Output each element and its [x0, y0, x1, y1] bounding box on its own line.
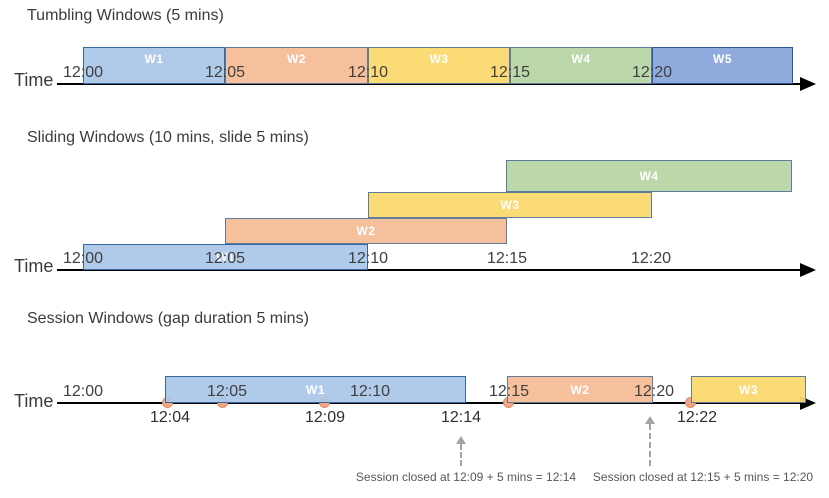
tumbling-tick-1205: 12:05	[204, 64, 246, 81]
sliding-window-w2: W2	[225, 218, 507, 244]
tumbling-window-w3: W3	[368, 47, 510, 84]
session-axis-label: Time	[14, 391, 54, 411]
sliding-axis-label: Time	[14, 256, 54, 276]
window-label: W4	[639, 169, 659, 183]
session-axis-line	[57, 402, 801, 404]
session-section-title: Session Windows (gap duration 5 mins)	[27, 310, 309, 327]
tumbling-axis-line	[57, 83, 801, 85]
window-label: W3	[739, 382, 758, 397]
window-label: W4	[571, 52, 591, 66]
sliding-tick-1220: 12:20	[630, 250, 672, 267]
session-closed-annotation-2: Session closed at 12:15 + 5 mins = 12:20	[592, 470, 814, 484]
sliding-section-title: Sliding Windows (10 mins, slide 5 mins)	[27, 129, 309, 146]
session-closed-annotation-1: Session closed at 12:09 + 5 mins = 12:14	[355, 470, 577, 484]
sliding-axis-arrow-icon	[800, 263, 816, 277]
tumbling-tick-1220: 12:20	[631, 64, 673, 81]
tumbling-tick-1210: 12:10	[347, 64, 389, 81]
event-time-1214: 12:14	[440, 409, 482, 426]
event-time-1222: 12:22	[676, 409, 718, 426]
window-label: W2	[287, 52, 306, 66]
window-label: W2	[356, 224, 376, 238]
window-label: W1	[306, 382, 325, 397]
event-time-1209: 12:09	[304, 409, 346, 426]
tumbling-axis-arrow-icon	[800, 77, 816, 91]
tumbling-axis-label: Time	[14, 70, 54, 90]
window-label: W3	[500, 198, 520, 212]
window-label: W1	[216, 250, 235, 264]
sliding-tick-1200: 12:00	[62, 250, 104, 267]
tumbling-tick-1200: 12:00	[62, 64, 104, 81]
session-tick-1205: 12:05	[206, 383, 248, 400]
tumbling-window-w5: W5	[652, 47, 793, 84]
sliding-window-w4: W4	[506, 160, 792, 192]
window-label: W5	[713, 52, 732, 66]
tumbling-section-title: Tumbling Windows (5 mins)	[27, 7, 224, 24]
callout-arrow-line	[649, 424, 651, 466]
callout-arrow-up-icon	[645, 416, 655, 424]
window-label: W3	[429, 52, 449, 66]
window-label: W2	[570, 382, 590, 397]
event-time-1204: 12:04	[149, 409, 191, 426]
tumbling-window-w2: W2	[225, 47, 368, 84]
callout-arrow-line	[460, 444, 462, 466]
sliding-tick-1210: 12:10	[347, 250, 389, 267]
tumbling-window-w1: W1	[83, 47, 225, 84]
session-window-w3: W3	[691, 376, 806, 403]
session-tick-1215: 12:15	[488, 383, 530, 400]
sliding-tick-1205: 12:05	[204, 250, 246, 267]
sliding-window-w3: W3	[368, 192, 652, 218]
callout-arrow-up-icon	[456, 436, 466, 444]
session-tick-1210: 12:10	[349, 383, 391, 400]
sliding-tick-1215: 12:15	[486, 250, 528, 267]
session-window-w1: W1	[165, 376, 466, 403]
sliding-window-w1: W1	[83, 244, 368, 270]
sliding-axis-line	[57, 269, 801, 271]
tumbling-window-w4: W4	[510, 47, 652, 84]
session-tick-1220: 12:20	[633, 383, 675, 400]
session-tick-1200: 12:00	[62, 383, 104, 400]
window-label: W1	[144, 52, 164, 66]
tumbling-tick-1215: 12:15	[489, 64, 531, 81]
session-window-w2: W2	[507, 376, 653, 403]
